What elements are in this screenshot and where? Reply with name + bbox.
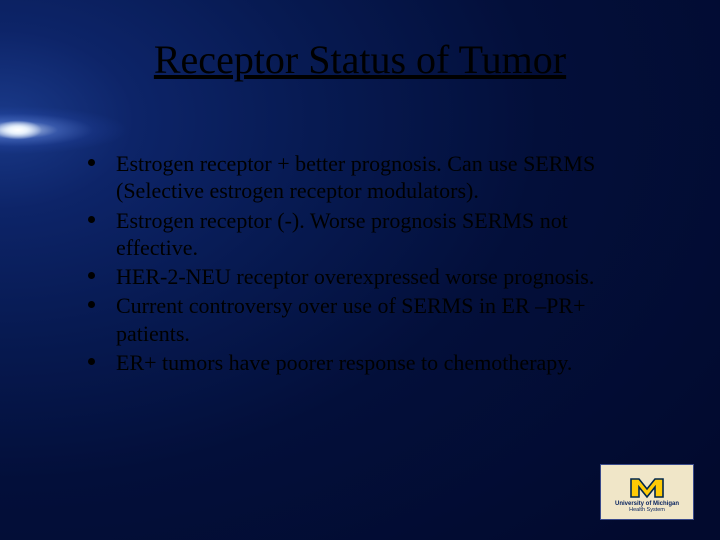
list-item: Current controversy over use of SERMS in…: [84, 292, 654, 347]
logo-text-line2: Health System: [629, 507, 665, 513]
bullet-icon: [88, 159, 95, 166]
bullet-icon: [88, 358, 95, 365]
logo-text-line1: University of Michigan: [615, 501, 679, 508]
slide-body: Estrogen receptor + better prognosis. Ca…: [84, 150, 654, 378]
bullet-text: HER-2-NEU receptor overexpressed worse p…: [116, 264, 594, 289]
bullet-text: Estrogen receptor + better prognosis. Ca…: [116, 151, 595, 203]
bullet-text: ER+ tumors have poorer response to chemo…: [116, 350, 572, 375]
bullet-text: Estrogen receptor (-). Worse prognosis S…: [116, 208, 568, 260]
slide-title: Receptor Status of Tumor: [0, 36, 720, 83]
bullet-text: Current controversy over use of SERMS in…: [116, 293, 586, 345]
lens-flare-core: [0, 118, 60, 142]
org-logo-badge: University of Michigan Health System: [600, 464, 694, 520]
bullet-icon: [88, 301, 95, 308]
list-item: HER-2-NEU receptor overexpressed worse p…: [84, 263, 654, 290]
bullet-list: Estrogen receptor + better prognosis. Ca…: [84, 150, 654, 376]
list-item: Estrogen receptor + better prognosis. Ca…: [84, 150, 654, 205]
slide: Receptor Status of Tumor Estrogen recept…: [0, 0, 720, 540]
list-item: ER+ tumors have poorer response to chemo…: [84, 349, 654, 376]
bullet-icon: [88, 272, 95, 279]
bullet-icon: [88, 216, 95, 223]
block-m-icon: [629, 471, 665, 499]
list-item: Estrogen receptor (-). Worse prognosis S…: [84, 207, 654, 262]
